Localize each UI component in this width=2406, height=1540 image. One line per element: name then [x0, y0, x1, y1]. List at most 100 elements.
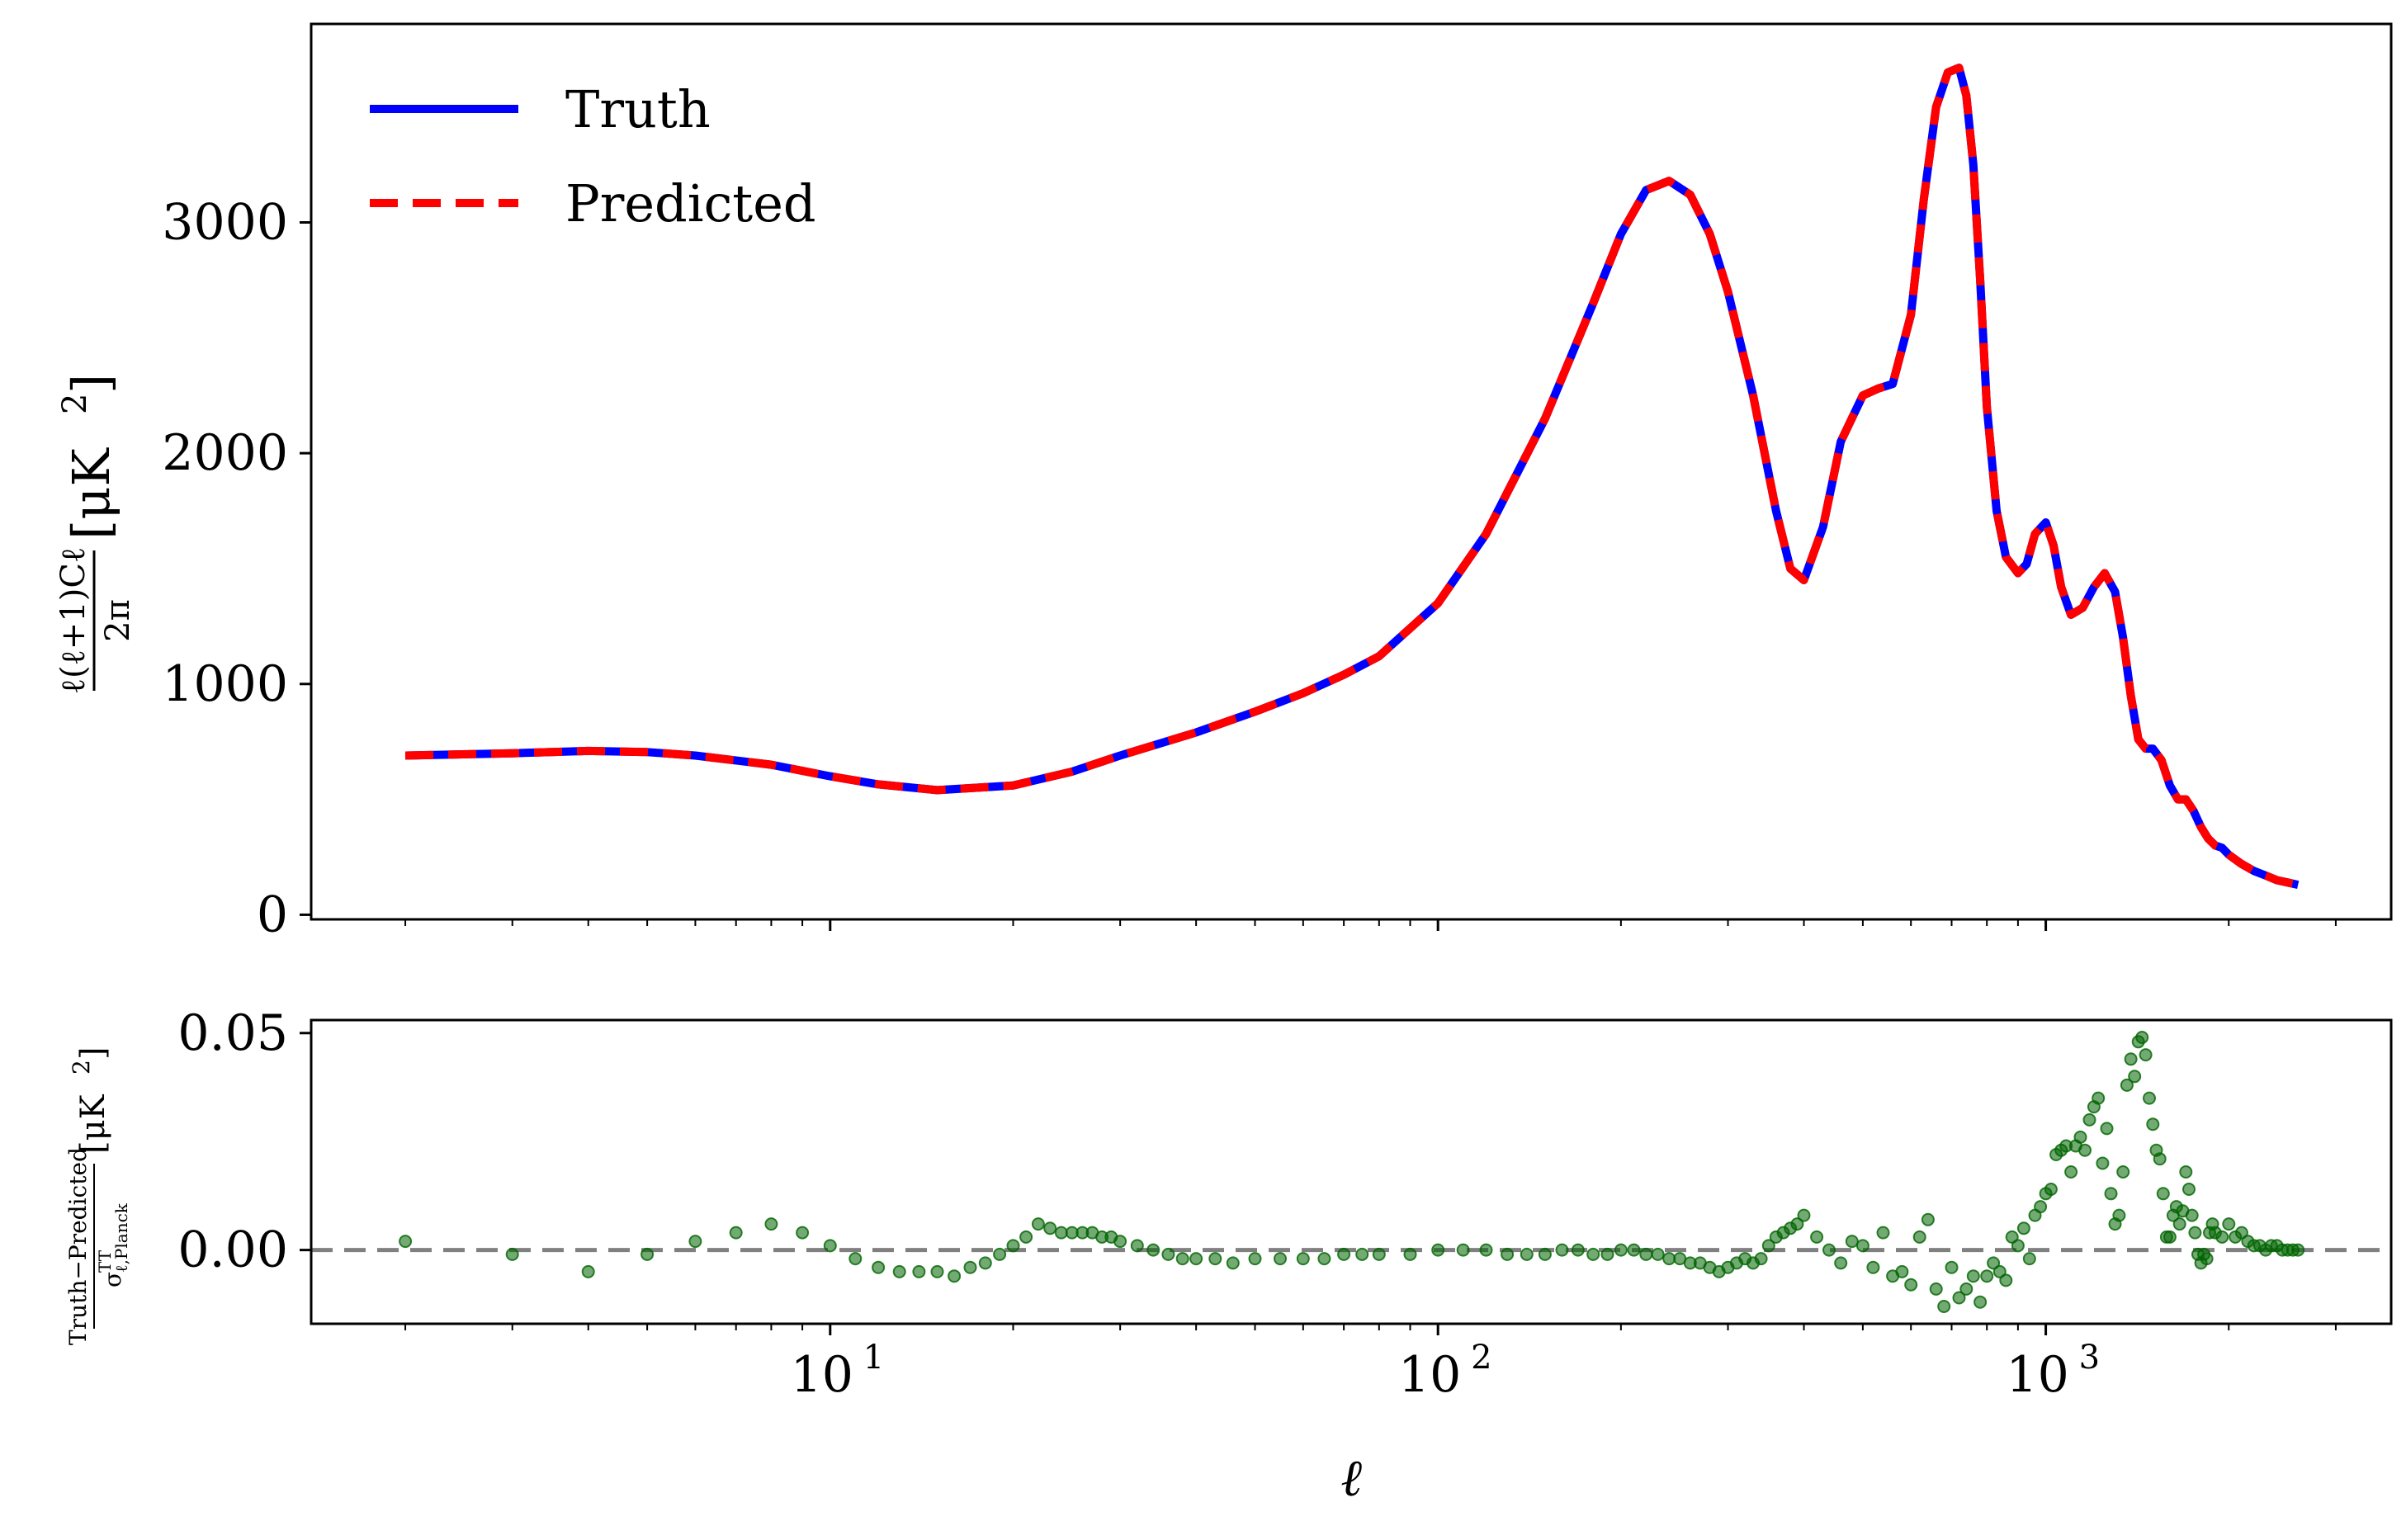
y-tick-label: 3000 — [162, 193, 288, 251]
residual-point — [1627, 1243, 1641, 1257]
residual-point — [1355, 1247, 1369, 1261]
legend-predicted-label: Predicted — [565, 173, 816, 234]
bottom-x-ticks: 10 1 10 2 10 3 — [404, 1324, 2337, 1404]
residual-point — [1571, 1243, 1585, 1257]
residual-point — [1161, 1247, 1175, 1261]
residual-point — [2143, 1091, 2156, 1105]
bottom-ylabel-unit: [μK — [74, 1094, 112, 1154]
residual-point — [1973, 1295, 1988, 1309]
top-y-ticks: 0 1000 2000 3000 — [162, 193, 311, 943]
residual-point — [2222, 1217, 2236, 1231]
residual-point — [892, 1264, 906, 1278]
y-tick-label: 0.00 — [177, 1221, 288, 1279]
residual-point — [1845, 1235, 1859, 1249]
residual-point — [1912, 1230, 1926, 1244]
residual-point — [2034, 1200, 2048, 1214]
residual-point — [2172, 1217, 2186, 1231]
residual-point — [2182, 1183, 2196, 1196]
residual-point — [963, 1260, 977, 1274]
residual-point — [2120, 1078, 2134, 1092]
residual-point — [688, 1235, 702, 1249]
residual-point — [1651, 1247, 1665, 1261]
residual-point — [2185, 1208, 2199, 1222]
y-tick-label: 0 — [257, 886, 288, 943]
residual-point — [2156, 1187, 2170, 1201]
residual-point — [1372, 1247, 1386, 1261]
x-tick-label-exponent: 3 — [2079, 1339, 2100, 1377]
residual-point — [1797, 1208, 1811, 1222]
top-ylabel-unit-exponent: 2 — [56, 394, 94, 414]
x-tick-label-exponent: 2 — [1471, 1339, 1491, 1377]
x-tick-label: 10 — [791, 1346, 853, 1404]
residual-point — [1296, 1252, 1310, 1266]
residual-point — [2016, 1221, 2030, 1235]
residual-point — [1876, 1226, 1890, 1240]
residual-point — [2104, 1187, 2118, 1201]
x-tick-label: 10 — [2006, 1346, 2068, 1404]
top-panel: 0 1000 2000 3000 Truth Predicted ℓ(ℓ+1)Cℓ 2… — [54, 22, 2393, 943]
residual-point — [2112, 1208, 2126, 1222]
top-x-ticks — [404, 919, 2337, 931]
series-line-predicted — [404, 64, 2300, 889]
bottom-ylabel-sigma-sub: ℓ,Planck — [111, 1202, 131, 1273]
residual-point — [1019, 1230, 1033, 1244]
top-ylabel-unit-close: ] — [61, 374, 121, 394]
residual-point — [2188, 1226, 2202, 1240]
top-axes-frame — [310, 22, 2393, 921]
residual-point — [2100, 1122, 2114, 1136]
residual-point — [2096, 1156, 2110, 1170]
residual-point — [1929, 1282, 1943, 1296]
bottom-ylabel-sigma: σ — [99, 1272, 126, 1287]
residual-point — [2092, 1091, 2106, 1105]
residual-point — [1520, 1247, 1534, 1261]
residual-point — [1855, 1239, 1869, 1253]
residual-point — [1337, 1247, 1351, 1261]
residual-point — [2234, 1226, 2248, 1240]
residual-point — [1043, 1221, 1057, 1235]
residual-point — [581, 1264, 595, 1278]
residual-point — [2073, 1130, 2087, 1144]
bottom-ylabel-unit-close: ] — [74, 1046, 112, 1060]
residual-point — [1834, 1256, 1848, 1270]
residual-point — [2116, 1165, 2130, 1179]
residual-point — [1113, 1235, 1127, 1249]
residual-point — [1999, 1273, 2013, 1287]
residual-point — [1403, 1247, 1417, 1261]
residual-point — [2022, 1252, 2036, 1266]
top-data-layer — [404, 64, 2300, 889]
residual-point — [2078, 1143, 2092, 1157]
residual-point — [930, 1264, 944, 1278]
top-ylabel-denominator: 2π — [99, 599, 137, 642]
residual-point — [2135, 1031, 2149, 1044]
residual-point — [1966, 1269, 1980, 1283]
residual-point — [1822, 1243, 1836, 1257]
residual-point — [993, 1247, 1007, 1261]
bottom-data-layer — [399, 1031, 2305, 1313]
bottom-y-axis-title: Truth−Predicted σ TT ℓ,Planck [μK 2 ] — [64, 1046, 131, 1345]
residual-point — [2163, 1230, 2177, 1244]
residual-point — [1952, 1291, 1966, 1305]
residual-point — [729, 1226, 743, 1240]
residual-point — [796, 1226, 810, 1240]
x-tick-label: 10 — [1398, 1346, 1461, 1404]
residual-point — [1006, 1239, 1020, 1253]
residual-point — [978, 1256, 992, 1270]
residual-point — [1130, 1239, 1144, 1253]
bottom-axes-frame — [310, 1018, 2393, 1325]
residual-point — [1921, 1212, 1935, 1226]
y-tick-label: 0.05 — [177, 1004, 288, 1062]
residual-point — [823, 1239, 837, 1253]
residual-point — [2153, 1152, 2167, 1166]
residual-point — [2215, 1230, 2229, 1244]
residual-point — [1175, 1252, 1189, 1266]
residual-point — [1810, 1230, 1824, 1244]
residual-point — [1980, 1269, 1994, 1283]
residual-point — [1586, 1247, 1600, 1261]
residual-point — [1895, 1264, 1909, 1278]
residual-point — [1555, 1243, 1569, 1257]
y-tick-label: 1000 — [162, 655, 288, 713]
residual-point — [2128, 1070, 2142, 1084]
residual-point — [1479, 1243, 1493, 1257]
residual-point — [1054, 1226, 1068, 1240]
residual-point — [2064, 1165, 2078, 1179]
